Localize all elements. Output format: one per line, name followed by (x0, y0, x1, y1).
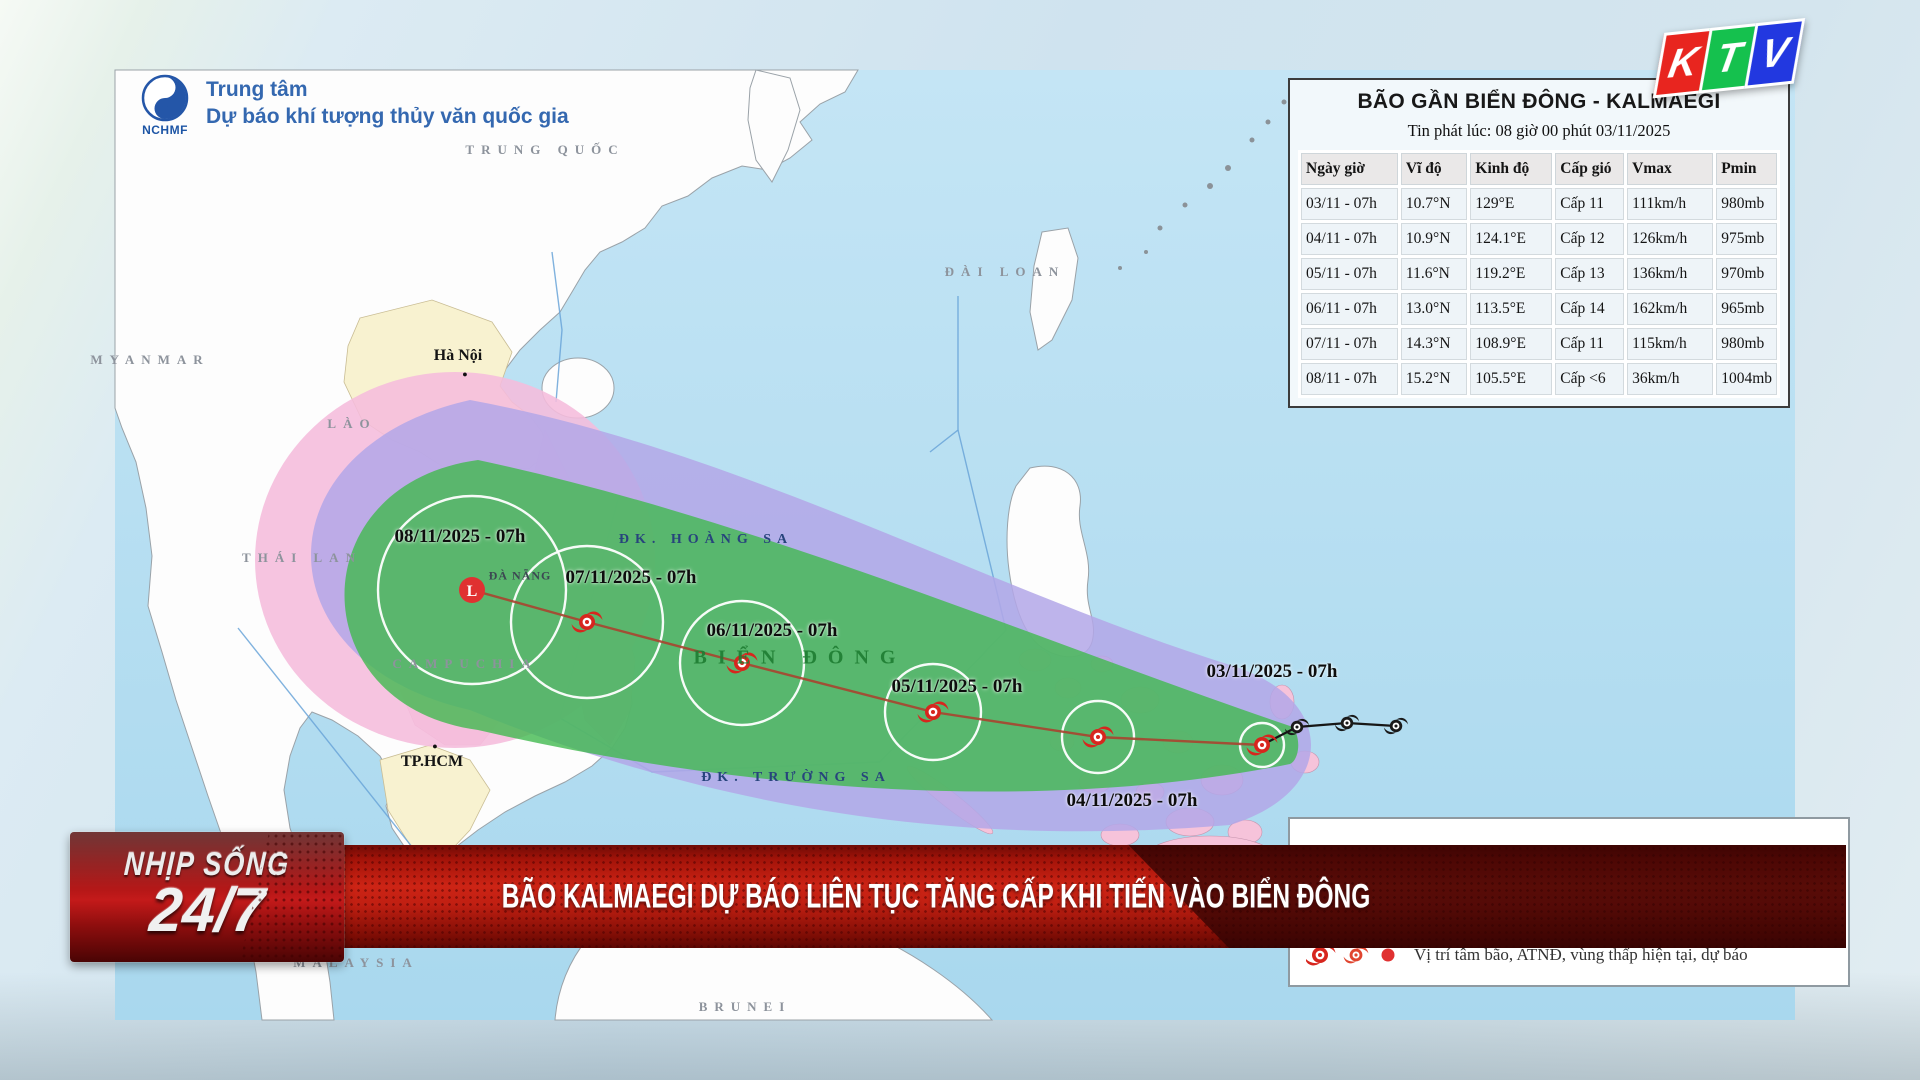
table-cell: Cấp <6 (1555, 363, 1625, 395)
mekong-delta-provinces (379, 744, 491, 863)
column-header: Pmin (1716, 153, 1777, 185)
forecast-track-line (471, 588, 1263, 747)
storm-table-body: 03/11 - 07h 10.7°N 129°E Cấp 11 111km/h 980mb… (1301, 188, 1777, 395)
table-cell: 115km/h (1627, 328, 1714, 360)
table-cell: 14.3°N (1400, 328, 1468, 360)
table-cell: Cấp 11 (1555, 328, 1625, 360)
nchmf-abbr: NCHMF (142, 123, 188, 137)
table-cell: 105.5°E (1470, 363, 1553, 395)
org-name-line2: Dự báo khí tượng thủy văn quốc gia (206, 105, 569, 128)
storm-table-title: BÃO GẦN BIỂN ĐÔNG - KALMAEGI (1357, 90, 1721, 113)
news-ticker: BÃO KALMAEGI DỰ BÁO LIÊN TỤC TĂNG CẤP KH… (96, 845, 1846, 948)
kyushu-island (747, 69, 801, 183)
taiwan-island (1029, 227, 1079, 351)
uncertainty-circle (883, 662, 983, 762)
table-cell: 965mb (1716, 293, 1777, 325)
storm-table-head-row: Ngày giờ Vĩ độ Kinh độ Cấp gió Vmax Pmin (1301, 153, 1777, 185)
table-cell: Cấp 13 (1555, 258, 1625, 290)
table-cell: 126km/h (1627, 223, 1714, 255)
table-cell: 970mb (1716, 258, 1777, 290)
table-cell: 111km/h (1627, 188, 1714, 220)
table-cell: Cấp 11 (1555, 188, 1625, 220)
storm-table-issued: Tin phát lúc: 08 giờ 00 phút 03/11/2025 (1407, 121, 1671, 140)
table-cell: 11.6°N (1400, 258, 1468, 290)
table-cell: 08/11 - 07h (1301, 363, 1398, 395)
table-row: 04/11 - 07h 10.9°N 124.1°E Cấp 12 126km/h 975… (1301, 223, 1777, 255)
uncertainty-circles (376, 494, 1286, 775)
table-cell: 113.5°E (1470, 293, 1553, 325)
table-cell: 124.1°E (1470, 223, 1553, 255)
table-cell: 1004mb (1716, 363, 1777, 395)
nchmf-header: NCHMF Trung tâm Dự báo khí tượng thủy vă… (138, 74, 569, 137)
low-pressure-letter: L (467, 583, 478, 600)
past-track-line (1261, 721, 1397, 746)
table-row: 07/11 - 07h 14.3°N 108.9°E Cấp 11 115km/h 980… (1301, 328, 1777, 360)
table-cell: 119.2°E (1470, 258, 1553, 290)
storm-forecast-panel: BÃO GẦN BIỂN ĐÔNG - KALMAEGI Tin phát lú… (1288, 78, 1790, 408)
table-cell: 03/11 - 07h (1301, 188, 1398, 220)
table-cell: 108.9°E (1470, 328, 1553, 360)
table-cell: 129°E (1470, 188, 1553, 220)
uncertainty-circle (1060, 699, 1136, 775)
column-header: Cấp gió (1555, 153, 1625, 185)
storm-position-icons: L (459, 577, 1409, 756)
table-row: 06/11 - 07h 13.0°N 113.5°E Cấp 14 162km/h 965… (1301, 293, 1777, 325)
column-header: Ngày giờ (1301, 153, 1398, 185)
table-cell: 06/11 - 07h (1301, 293, 1398, 325)
legend-row: Vị trí tâm bão, ATNĐ, vùng thấp hiện tại… (1306, 941, 1748, 969)
column-header: Vmax (1627, 153, 1714, 185)
org-name-line1: Trung tâm (206, 78, 308, 101)
nchmf-logo: NCHMF (138, 74, 192, 137)
nchmf-logo-icon (141, 74, 189, 122)
forecast-cone (344, 460, 1299, 792)
table-cell: 980mb (1716, 188, 1777, 220)
table-cell: 10.7°N (1400, 188, 1468, 220)
storm-track-lines (471, 588, 1397, 747)
legend-text: Vị trí tâm bão, ATNĐ, vùng thấp hiện tại… (1414, 945, 1748, 964)
table-row: 08/11 - 07h 15.2°N 105.5°E Cấp <6 36km/h 1004… (1301, 363, 1777, 395)
table-cell: 980mb (1716, 328, 1777, 360)
uncertainty-circle (678, 599, 806, 727)
table-cell: 36km/h (1627, 363, 1714, 395)
legend-storm-icons (1306, 944, 1395, 966)
table-cell: 04/11 - 07h (1301, 223, 1398, 255)
table-cell: 136km/h (1627, 258, 1714, 290)
table-row: 03/11 - 07h 10.7°N 129°E Cấp 11 111km/h 980mb (1301, 188, 1777, 220)
table-cell: 10.9°N (1400, 223, 1468, 255)
storm-table: Ngày giờ Vĩ độ Kinh độ Cấp gió Vmax Pmin 03/1… (1298, 150, 1780, 398)
table-row: 05/11 - 07h 11.6°N 119.2°E Cấp 13 136km/h 970… (1301, 258, 1777, 290)
headline: BÃO KALMAEGI DỰ BÁO LIÊN TỤC TĂNG CẤP KH… (501, 877, 1371, 915)
table-cell: 13.0°N (1400, 293, 1468, 325)
table-cell: 162km/h (1627, 293, 1714, 325)
table-cell: Cấp 14 (1555, 293, 1625, 325)
table-cell: 07/11 - 07h (1301, 328, 1398, 360)
program-badge: NHỊP SỐNG 24/7 (70, 832, 344, 962)
low-pressure-marker (459, 577, 485, 603)
table-cell: 05/11 - 07h (1301, 258, 1398, 290)
table-cell: 15.2°N (1400, 363, 1468, 395)
uncertainty-circle (376, 494, 568, 686)
table-cell: Cấp 12 (1555, 223, 1625, 255)
uncertainty-circle (509, 544, 665, 700)
table-cell: 975mb (1716, 223, 1777, 255)
program-time: 24/7 (147, 876, 267, 945)
column-header: Kinh độ (1470, 153, 1553, 185)
org-name: Trung tâm Dự báo khí tượng thủy văn quốc… (206, 74, 569, 137)
column-header: Vĩ độ (1400, 153, 1468, 185)
